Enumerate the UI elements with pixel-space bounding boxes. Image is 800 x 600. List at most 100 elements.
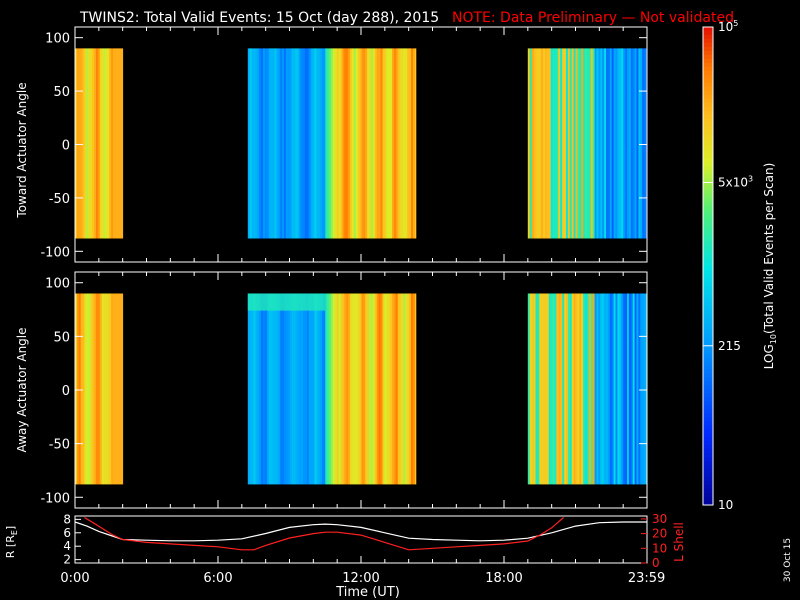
colorbar-tick-label: 105 (718, 19, 738, 34)
heat-column (564, 293, 567, 485)
heat-column (120, 293, 124, 485)
heat-column (390, 48, 393, 239)
heat-column (372, 293, 376, 485)
colorbar-cell (703, 250, 713, 255)
heat-column (573, 293, 576, 485)
colorbar-cell (703, 353, 713, 359)
colorbar-cell (703, 106, 713, 112)
heat-column (642, 48, 645, 239)
colorbar-cell (703, 409, 713, 414)
colorbar-cell (703, 38, 713, 44)
colorbar-cell (703, 170, 713, 175)
colorbar-cell (703, 138, 713, 144)
heat-column (592, 293, 595, 485)
heat-column (76, 48, 80, 239)
heat-column (355, 293, 359, 485)
heat-column (382, 48, 385, 239)
heat-column (562, 293, 565, 485)
time-tick-label: 12:00 (342, 571, 379, 586)
heat-column (382, 293, 385, 485)
heat-column (623, 293, 626, 485)
heat-column (607, 48, 611, 239)
heat-column (285, 293, 289, 485)
heat-column (606, 48, 609, 239)
heat-column (403, 293, 406, 485)
heat-column (278, 48, 281, 239)
colorbar-cell (703, 345, 713, 351)
heat-column (316, 48, 319, 239)
colorbar-cell (703, 42, 713, 48)
heat-column (638, 293, 641, 485)
heat-column (92, 293, 95, 485)
colorbar-cell (703, 158, 713, 163)
heat-column (548, 48, 552, 239)
heat-column (611, 48, 614, 239)
heat-column (115, 293, 118, 485)
colorbar-cell (703, 74, 713, 80)
colorbar-cell (703, 242, 713, 247)
colorbar-cell (703, 162, 713, 167)
heat-column (75, 293, 78, 485)
heat-column (566, 293, 569, 485)
heat-column (630, 48, 634, 239)
colorbar-cell (703, 337, 713, 343)
heat-column (556, 48, 559, 239)
heat-column (90, 48, 93, 239)
heat-column (301, 48, 304, 239)
heat-column (312, 48, 315, 239)
heat-column (409, 293, 412, 485)
heat-column (596, 48, 599, 239)
heat-column (642, 293, 645, 485)
heat-column (247, 48, 251, 239)
heat-column (558, 293, 561, 485)
heat-column (353, 293, 357, 485)
heat-column (289, 293, 292, 485)
heat-column (276, 293, 279, 485)
heat-column (270, 293, 273, 485)
radius-tick-label: 8 (63, 512, 71, 526)
heat-column (253, 293, 256, 485)
colorbar-cell (703, 441, 713, 446)
colorbar-cell (703, 309, 713, 315)
heat-column (380, 48, 383, 239)
heat-column (539, 293, 542, 485)
heat-column (564, 48, 567, 239)
colorbar-cell (703, 126, 713, 132)
heat-column (113, 48, 116, 239)
heat-column (371, 48, 374, 239)
heat-column (363, 48, 366, 239)
colorbar: 105 5x103 215 10 (702, 19, 753, 512)
heat-column (270, 48, 273, 239)
heat-column (598, 293, 601, 485)
heat-column (357, 293, 360, 485)
heat-column (414, 293, 417, 485)
heat-column (567, 293, 571, 485)
heat-column (569, 293, 573, 485)
heat-column (353, 48, 357, 239)
heat-column (600, 48, 603, 239)
heat-column (261, 48, 264, 239)
colorbar-cell (703, 98, 713, 104)
heat-column (303, 293, 306, 485)
heat-column (306, 293, 310, 485)
time-tick-label: 18:00 (485, 571, 522, 586)
heat-column (369, 48, 372, 239)
heat-column (88, 48, 91, 239)
heat-column (527, 48, 531, 239)
heat-column (249, 48, 252, 239)
heat-column (621, 48, 624, 239)
heat-column (581, 48, 584, 239)
heat-column (94, 293, 97, 485)
colorbar-cell (703, 78, 713, 84)
heat-column (320, 48, 323, 239)
heat-column (369, 293, 372, 485)
heat-column (527, 293, 531, 485)
heat-column (351, 293, 355, 485)
heat-column (280, 293, 283, 485)
colorbar-cell (703, 481, 713, 486)
heat-column (284, 48, 287, 239)
colorbar-cell (703, 146, 713, 151)
colorbar-cell (703, 269, 713, 275)
lshell-tick-label: 20 (652, 527, 667, 541)
heat-column (632, 293, 635, 485)
